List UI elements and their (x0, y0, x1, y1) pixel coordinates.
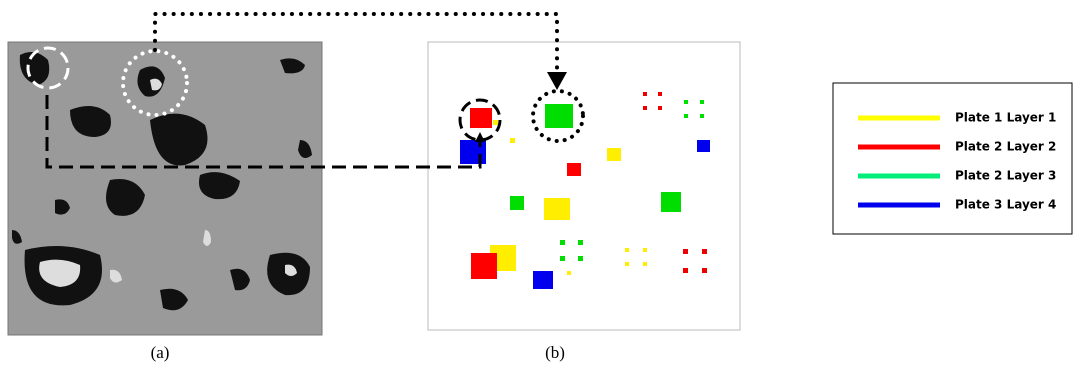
caption: (a) (151, 343, 170, 362)
panel-b (428, 42, 740, 330)
legend-label: Plate 2 Layer 3 (955, 169, 1056, 183)
panel-a (8, 42, 322, 335)
legend-label: Plate 2 Layer 2 (955, 140, 1056, 154)
figure: Plate 1 Layer 1 Plate 2 Layer 2 Plate 2 La… (0, 0, 1089, 371)
legend-label: Plate 3 Layer 4 (955, 198, 1056, 212)
caption: (b) (545, 343, 565, 362)
legend-label: Plate 1 Layer 1 (955, 111, 1056, 125)
